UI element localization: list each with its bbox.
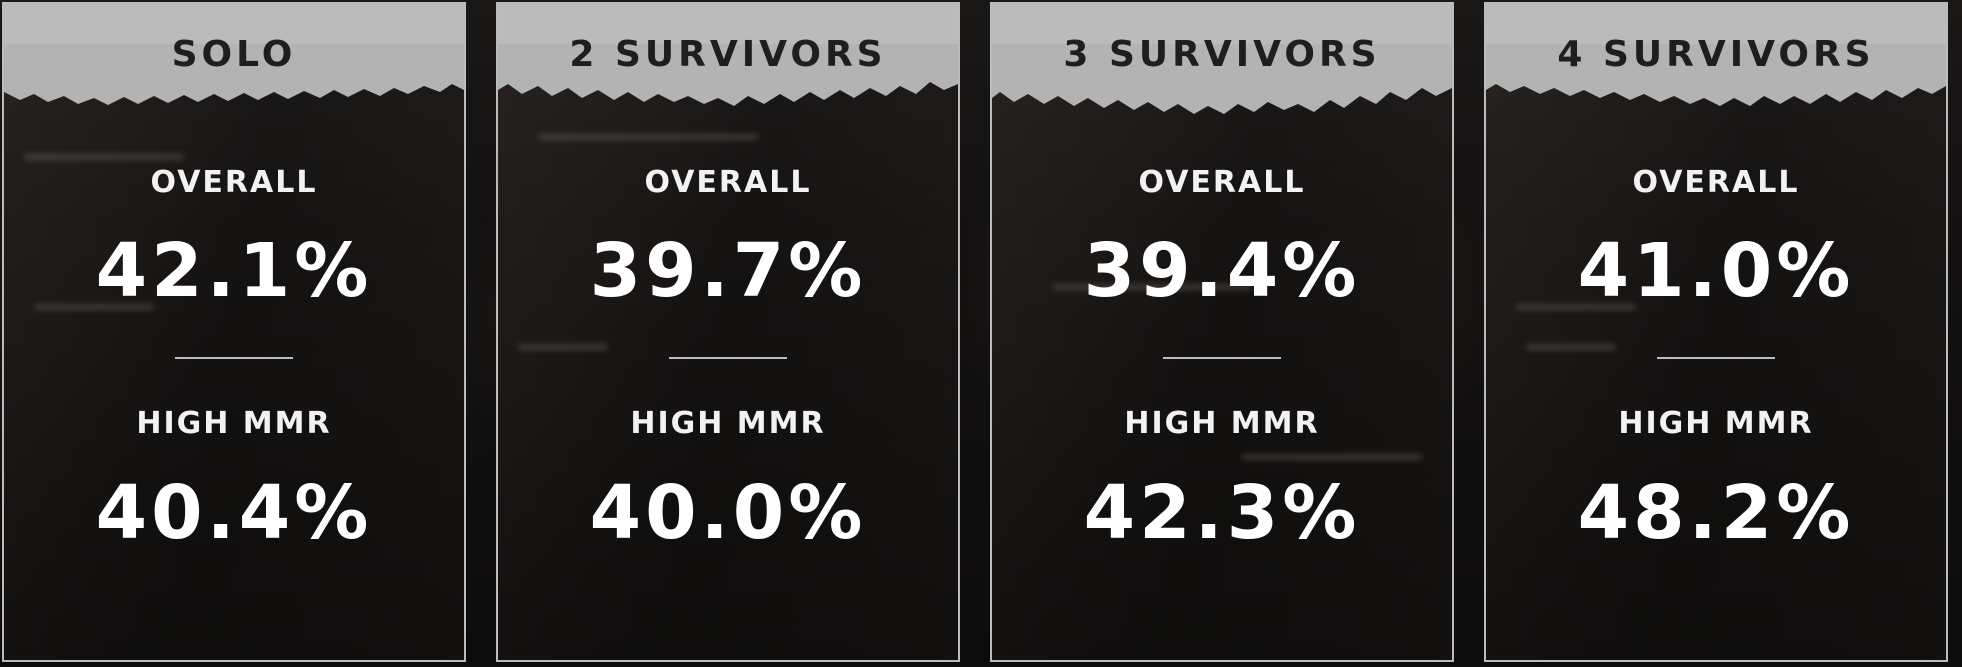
- overall-label: OVERALL: [1632, 165, 1800, 200]
- card-header: SOLO: [4, 4, 464, 116]
- overall-value: 41.0%: [1577, 228, 1855, 314]
- high-mmr-value: 40.4%: [95, 470, 373, 556]
- high-mmr-label: HIGH MMR: [1618, 406, 1814, 441]
- high-mmr-value: 42.3%: [1083, 470, 1361, 556]
- high-mmr-label: HIGH MMR: [136, 406, 332, 441]
- divider: [175, 357, 293, 359]
- card-title: 3 SURVIVORS: [1063, 34, 1381, 75]
- card-title: SOLO: [171, 34, 297, 75]
- background-streak: [24, 154, 184, 160]
- background-streak: [1516, 304, 1636, 310]
- divider: [1657, 357, 1775, 359]
- divider: [1163, 357, 1281, 359]
- high-mmr-value: 48.2%: [1577, 470, 1855, 556]
- card-4-survivors: 4 SURVIVORS OVERALL 41.0% HIGH MMR 48.2%: [1484, 2, 1948, 662]
- overall-label: OVERALL: [150, 165, 318, 200]
- torn-paper-header: [4, 4, 464, 105]
- card-title: 2 SURVIVORS: [569, 34, 887, 75]
- background-streak: [1526, 344, 1616, 350]
- divider: [669, 357, 787, 359]
- background-streak: [34, 304, 154, 310]
- card-3-survivors: 3 SURVIVORS OVERALL 39.4% HIGH MMR 42.3%: [990, 2, 1454, 662]
- background-streak: [518, 344, 608, 350]
- torn-paper-header: [498, 4, 958, 106]
- high-mmr-label: HIGH MMR: [1124, 406, 1320, 441]
- card-header: 4 SURVIVORS: [1486, 4, 1946, 116]
- torn-paper-header: [1486, 4, 1946, 106]
- background-streak: [538, 134, 758, 140]
- torn-paper-header: [992, 4, 1452, 114]
- high-mmr-label: HIGH MMR: [630, 406, 826, 441]
- card-title: 4 SURVIVORS: [1557, 34, 1875, 75]
- background-streak: [1242, 454, 1422, 460]
- overall-value: 39.7%: [589, 228, 867, 314]
- card-header: 3 SURVIVORS: [992, 4, 1452, 116]
- overall-value: 42.1%: [95, 228, 373, 314]
- overall-label: OVERALL: [1138, 165, 1306, 200]
- overall-value: 39.4%: [1083, 228, 1361, 314]
- card-2-survivors: 2 SURVIVORS OVERALL 39.7% HIGH MMR 40.0%: [496, 2, 960, 662]
- overall-label: OVERALL: [644, 165, 812, 200]
- card-solo: SOLO OVERALL 42.1% HIGH MMR 40.4%: [2, 2, 466, 662]
- card-header: 2 SURVIVORS: [498, 4, 958, 116]
- background-streak: [1052, 284, 1252, 290]
- high-mmr-value: 40.0%: [589, 470, 867, 556]
